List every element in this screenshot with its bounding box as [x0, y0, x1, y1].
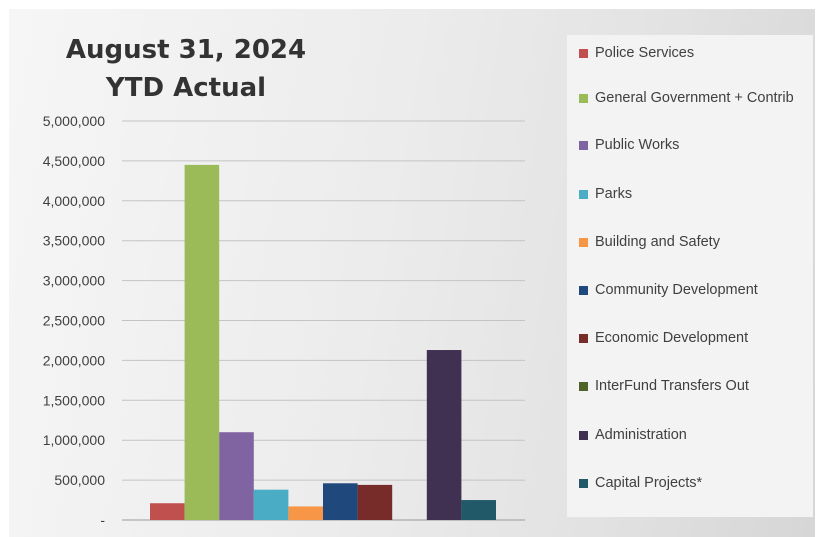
legend-label: Parks — [595, 186, 633, 202]
bar-community-development — [323, 483, 358, 520]
gridlines — [122, 120, 525, 521]
y-tick-label: 1,500,000 — [43, 392, 105, 408]
y-tick-label: 500,000 — [54, 472, 105, 488]
legend-entry: Parks — [579, 185, 811, 204]
chart-title: August 31, 2024 YTD Actual — [66, 35, 306, 103]
chart-svg: August 31, 2024 YTD Actual - 500,000 1,000… — [43, 35, 525, 528]
legend-entry: Economic Development — [579, 329, 811, 348]
legend-swatch — [579, 382, 588, 391]
legend-swatch — [579, 479, 588, 488]
y-tick-label: 3,500,000 — [43, 233, 105, 249]
legend-swatch — [579, 94, 588, 103]
y-tick-label: 4,500,000 — [43, 153, 105, 169]
legend-label: Administration — [595, 427, 687, 443]
legend-swatch — [579, 190, 588, 199]
legend-entry: Police Services — [579, 44, 811, 63]
y-axis-tick-labels: - 500,000 1,000,000 1,500,000 2,000,000 2,500… — [43, 113, 106, 528]
legend-swatch — [579, 431, 588, 440]
legend-entry: Public Works — [579, 136, 811, 155]
legend-label: Community Development — [595, 282, 758, 298]
legend-entry: Capital Projects* — [579, 474, 811, 493]
bar-public-works — [219, 432, 254, 520]
bar-parks — [253, 489, 289, 520]
y-tick-label: 2,000,000 — [43, 352, 105, 368]
legend-label: Police Services — [595, 45, 695, 61]
bar-general-government-contrib — [184, 164, 220, 520]
bar-police-services — [150, 503, 185, 520]
chart-area: August 31, 2024 YTD Actual - 500,000 1,000… — [9, 9, 815, 537]
legend-entry: Administration — [579, 426, 811, 445]
legend-label: General Government + Contrib — [595, 90, 794, 106]
y-tick-label: 1,000,000 — [43, 432, 105, 448]
y-tick-label: 3,000,000 — [43, 273, 105, 289]
bar-economic-development — [357, 484, 393, 520]
chart-title-line-1: August 31, 2024 — [66, 35, 306, 65]
bar-capital-projects — [461, 500, 496, 520]
legend-swatch — [579, 334, 588, 343]
legend-entry: General Government + Contrib — [579, 89, 811, 108]
legend-swatch — [579, 238, 588, 247]
legend-label: Capital Projects* — [595, 475, 703, 491]
y-tick-label: 5,000,000 — [43, 113, 105, 129]
legend-swatch — [579, 49, 588, 58]
y-tick-label: - — [100, 512, 105, 528]
legend: Police Services General Government + Cont… — [567, 35, 813, 517]
bars — [150, 164, 496, 520]
legend-label: Public Works — [595, 137, 680, 153]
legend-entry: Building and Safety — [579, 233, 811, 252]
legend-swatch — [579, 286, 588, 295]
legend-label: Economic Development — [595, 330, 749, 346]
y-tick-label: 2,500,000 — [43, 313, 105, 329]
legend-label: Building and Safety — [595, 234, 720, 250]
bar-building-and-safety — [288, 506, 323, 520]
legend-entry: Community Development — [579, 281, 811, 300]
y-tick-label: 4,000,000 — [43, 193, 105, 209]
chart-title-line-2: YTD Actual — [105, 73, 266, 103]
legend-entry: InterFund Transfers Out — [579, 377, 811, 396]
bar-administration — [426, 350, 462, 520]
legend-swatch — [579, 141, 588, 150]
legend-label: InterFund Transfers Out — [595, 378, 749, 394]
